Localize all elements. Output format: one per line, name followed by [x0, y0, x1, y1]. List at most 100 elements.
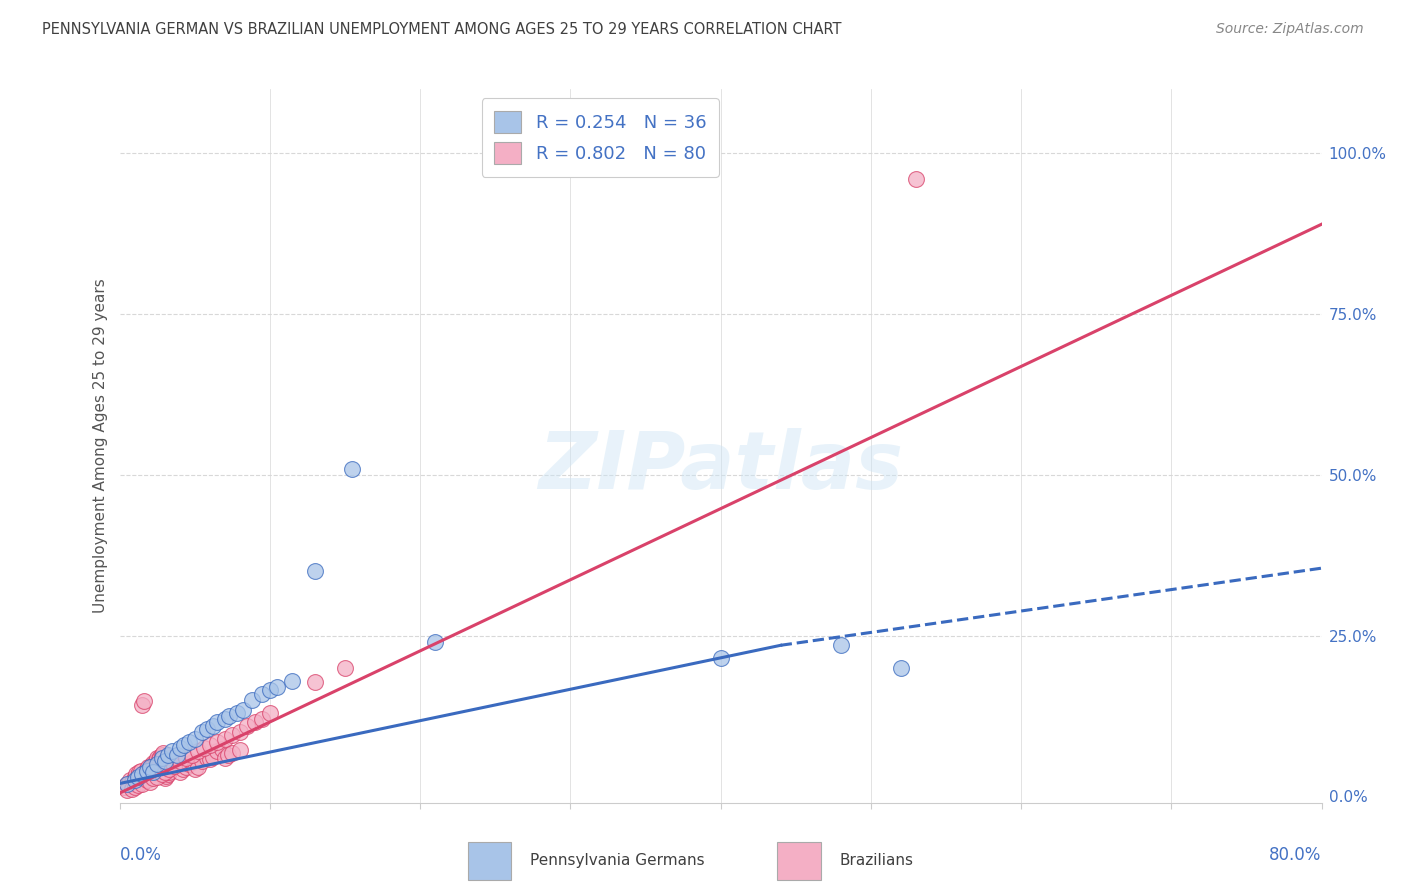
Point — [160, 760, 183, 774]
Point — [166, 747, 188, 762]
Y-axis label: Unemployment Among Ages 25 to 29 years: Unemployment Among Ages 25 to 29 years — [93, 278, 108, 614]
Point — [217, 747, 239, 762]
Point — [304, 675, 326, 690]
Point — [218, 709, 240, 723]
Point — [166, 756, 188, 770]
Point — [149, 749, 172, 764]
Text: Source: ZipAtlas.com: Source: ZipAtlas.com — [1216, 22, 1364, 37]
Point — [115, 776, 138, 790]
Point — [129, 764, 152, 778]
Text: PENNSYLVANIA GERMAN VS BRAZILIAN UNEMPLOYMENT AMONG AGES 25 TO 29 YEARS CORRELAT: PENNSYLVANIA GERMAN VS BRAZILIAN UNEMPLO… — [42, 22, 842, 37]
Point — [152, 746, 174, 760]
Point — [201, 719, 224, 733]
Bar — [778, 842, 821, 880]
Point — [221, 746, 243, 760]
Point — [162, 758, 184, 772]
Text: 80.0%: 80.0% — [1270, 846, 1322, 863]
Point — [150, 751, 173, 765]
Point — [243, 715, 266, 730]
Text: 0.0%: 0.0% — [120, 846, 162, 863]
Point — [180, 755, 202, 769]
Point — [195, 751, 218, 765]
Point — [136, 760, 159, 774]
Point — [145, 754, 167, 768]
Point — [124, 772, 146, 786]
Point — [193, 741, 215, 756]
Point — [183, 763, 205, 777]
Bar — [468, 842, 512, 880]
Point — [221, 728, 243, 742]
Point — [281, 673, 304, 688]
Point — [240, 693, 263, 707]
Point — [259, 706, 281, 720]
Point — [214, 712, 236, 726]
Point — [125, 767, 148, 781]
Point — [187, 760, 209, 774]
Point — [143, 757, 166, 772]
Point — [121, 775, 143, 789]
Point — [128, 764, 150, 779]
Point — [138, 760, 160, 774]
Point — [150, 767, 173, 781]
Point — [155, 769, 177, 783]
Point — [157, 764, 180, 779]
Point — [124, 773, 146, 788]
Point — [156, 747, 179, 762]
Point — [131, 776, 153, 790]
Text: ZIPatlas: ZIPatlas — [538, 428, 903, 507]
Point — [162, 758, 184, 772]
Point — [127, 769, 149, 783]
Point — [153, 772, 176, 786]
Point — [131, 767, 153, 781]
Point — [259, 683, 281, 698]
Point — [153, 764, 176, 779]
Point — [214, 731, 236, 746]
Point — [112, 780, 135, 794]
Point — [169, 754, 191, 768]
Point — [191, 754, 214, 768]
Point — [187, 744, 209, 758]
Point — [172, 763, 194, 777]
Point — [201, 749, 224, 764]
Point — [304, 565, 326, 579]
Point — [177, 735, 200, 749]
Point — [177, 757, 200, 772]
Point — [138, 775, 160, 789]
Point — [266, 680, 288, 694]
Point — [139, 758, 162, 772]
Point — [115, 776, 138, 790]
Point — [160, 744, 183, 758]
Point — [135, 764, 157, 778]
Point — [183, 731, 205, 746]
Point — [211, 741, 233, 756]
Point — [205, 735, 228, 749]
Point — [127, 770, 149, 784]
Point — [198, 738, 221, 752]
Point — [131, 698, 153, 712]
Point — [156, 767, 179, 781]
Point — [148, 752, 170, 766]
Point — [132, 694, 155, 708]
Point — [180, 747, 202, 762]
Legend: R = 0.254   N = 36, R = 0.802   N = 80: R = 0.254 N = 36, R = 0.802 N = 80 — [482, 98, 718, 177]
Text: Pennsylvania Germans: Pennsylvania Germans — [530, 854, 704, 868]
Point — [232, 702, 254, 716]
Point — [228, 725, 252, 739]
Point — [153, 754, 176, 768]
Point — [890, 661, 912, 675]
Point — [252, 686, 274, 700]
Point — [225, 706, 247, 720]
Point — [228, 743, 252, 757]
Point — [142, 764, 165, 779]
Point — [146, 770, 169, 784]
Point — [173, 738, 195, 752]
Point — [146, 751, 169, 765]
Point — [191, 725, 214, 739]
Point — [150, 747, 173, 762]
Point — [214, 751, 236, 765]
Point — [121, 781, 143, 796]
Point — [342, 461, 364, 475]
Point — [236, 719, 259, 733]
Point — [709, 651, 731, 665]
Point — [142, 772, 165, 786]
